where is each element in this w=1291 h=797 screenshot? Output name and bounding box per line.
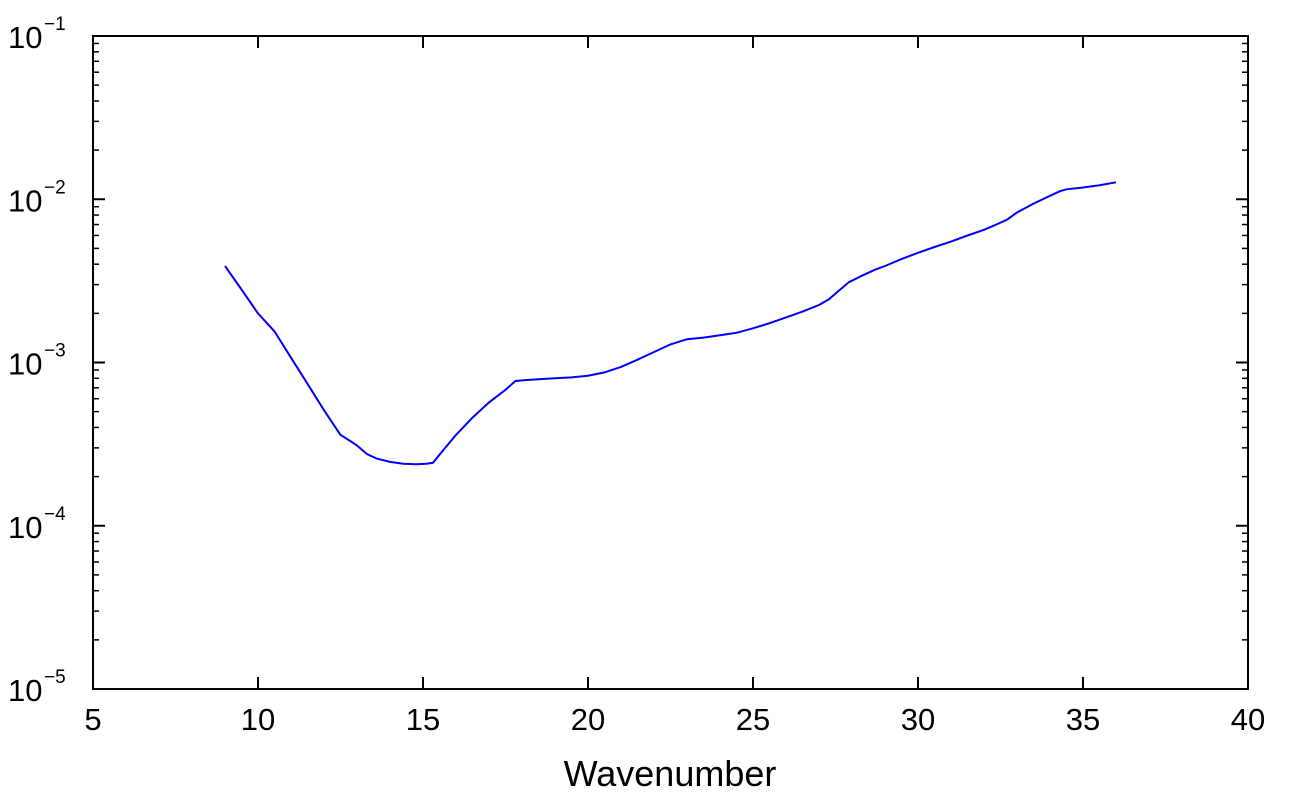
y-tick-label: 10 −3 xyxy=(8,341,66,382)
y-tick-label: 10 −5 xyxy=(8,667,66,708)
y-tick-label: 10 −1 xyxy=(8,14,66,55)
x-tick-label: 35 xyxy=(1066,702,1100,737)
y-tick-exponent: −3 xyxy=(44,341,66,362)
y-tick-base: 10 xyxy=(8,347,42,382)
y-tick-exponent: −2 xyxy=(44,177,66,198)
x-tick-label: 5 xyxy=(84,702,101,737)
x-tick-label: 15 xyxy=(406,702,440,737)
y-tick-exponent: −1 xyxy=(44,14,66,35)
y-tick-base: 10 xyxy=(8,510,42,545)
y-tick-exponent: −4 xyxy=(44,504,66,525)
x-tick-label: 40 xyxy=(1231,702,1265,737)
y-tick-base: 10 xyxy=(8,673,42,708)
plot-area-frame xyxy=(92,35,1249,690)
y-tick-labels: 10−510−410−310−210−1 xyxy=(8,14,66,708)
x-tick-label: 10 xyxy=(241,702,275,737)
x-tick-labels: 5 10 15 20 25 30 35 40 xyxy=(84,702,1265,737)
x-minor-ticks xyxy=(92,36,1249,689)
x-tick-label: 20 xyxy=(571,702,605,737)
y-tick-label: 10 −4 xyxy=(8,504,66,545)
y-tick-base: 10 xyxy=(8,183,42,218)
x-tick-label: 30 xyxy=(901,702,935,737)
y-tick-base: 10 xyxy=(8,20,42,55)
y-tick-label: 10 −2 xyxy=(8,177,66,218)
y-ticks xyxy=(93,35,1248,690)
series-line xyxy=(224,181,1117,466)
x-tick-label: 25 xyxy=(736,702,770,737)
y-tick-exponent: −5 xyxy=(44,667,66,688)
x-axis-title: Wavenumber xyxy=(564,753,777,794)
